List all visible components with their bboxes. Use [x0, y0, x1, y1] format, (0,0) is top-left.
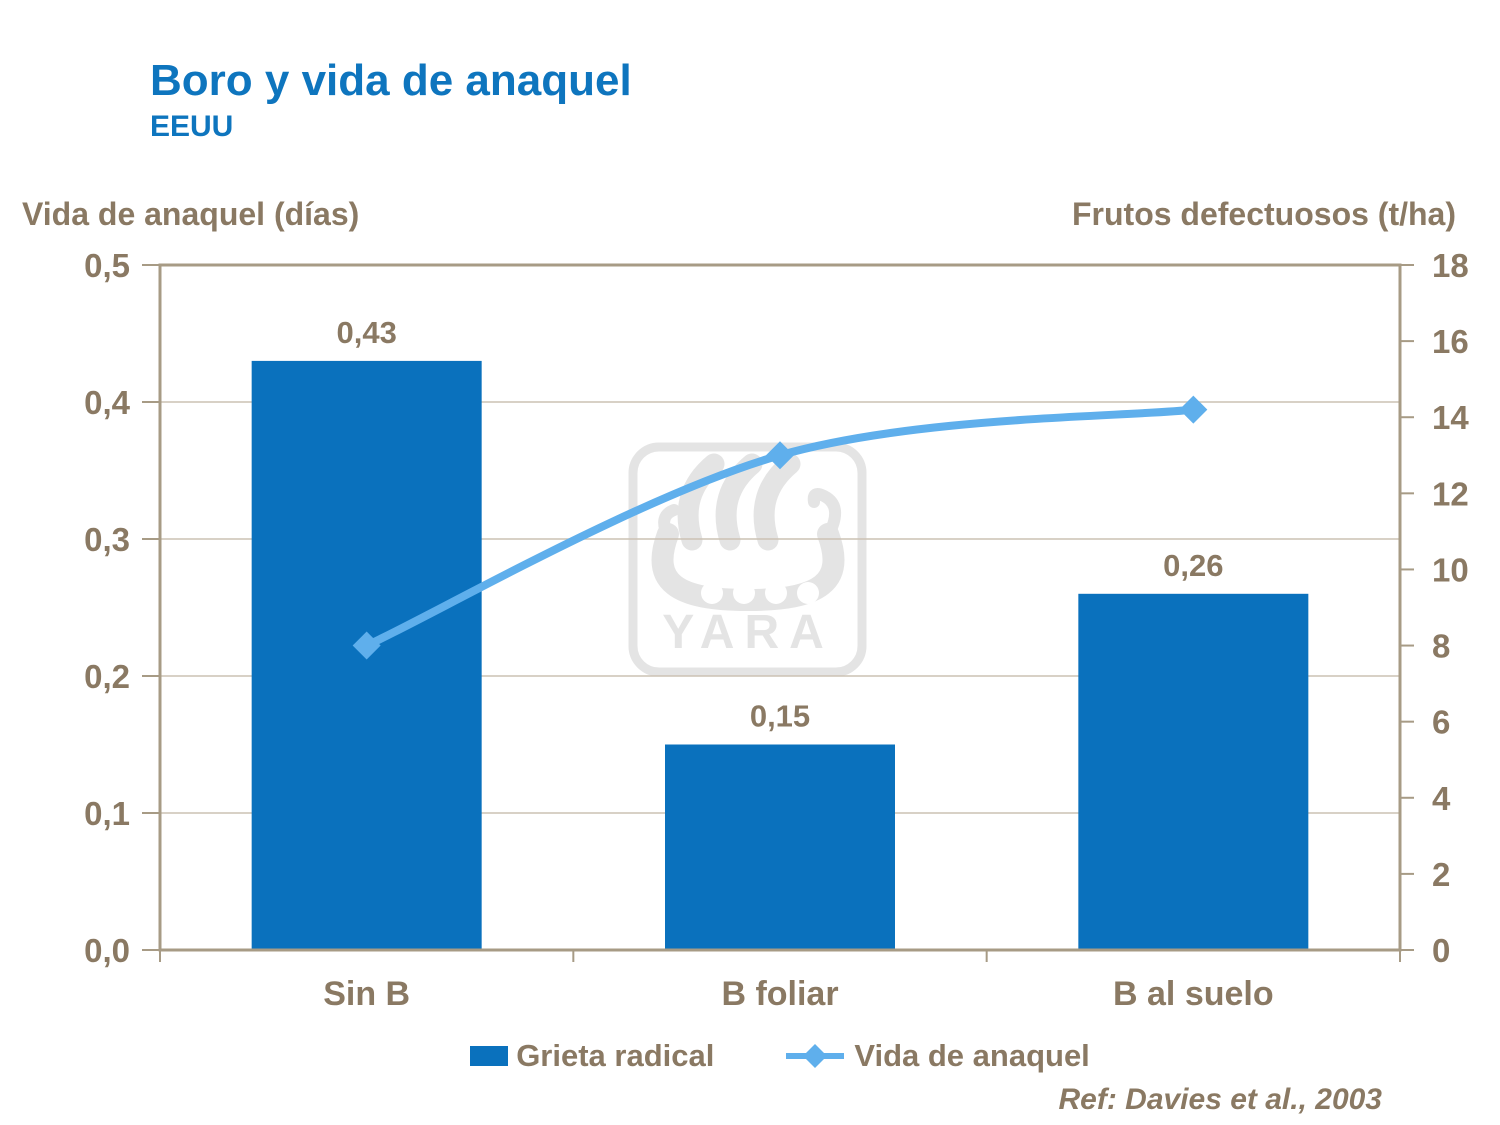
- chart-title: Boro y vida de anaquel: [150, 56, 632, 105]
- legend-item-line: Vida de anaquel: [784, 1038, 1090, 1074]
- y-right-tick-label: 6: [1432, 704, 1450, 741]
- y-left-tick-label: 0,1: [84, 795, 130, 832]
- y-right-tick-label: 0: [1432, 932, 1450, 969]
- y-left-tick-label: 0,3: [84, 521, 130, 558]
- x-category-label: Sin B: [323, 975, 410, 1013]
- y-right-tick-label: 16: [1432, 323, 1469, 360]
- legend-item-bars: Grieta radical: [470, 1038, 714, 1074]
- line-marker: [1179, 395, 1208, 424]
- bar: [665, 744, 895, 950]
- y-right-tick-label: 10: [1432, 551, 1469, 588]
- plot-border: [158, 263, 1402, 952]
- y-right-tick-label: 14: [1432, 399, 1469, 436]
- y-left-tick-label: 0,0: [84, 932, 130, 969]
- y-right-tick-label: 8: [1432, 628, 1450, 665]
- y-right-tick-label: 4: [1432, 780, 1451, 817]
- right-axis-title: Frutos defectuosos (t/ha): [1071, 196, 1456, 232]
- bar: [1078, 593, 1309, 950]
- left-axis-title: Vida de anaquel (días): [22, 196, 360, 232]
- y-right-tick-label: 18: [1432, 247, 1469, 284]
- x-category-label: B foliar: [721, 975, 838, 1013]
- legend-label-line: Vida de anaquel: [854, 1038, 1090, 1073]
- reference-text: Ref: Davies et al., 2003: [1058, 1083, 1382, 1116]
- bar-value-label: 0,15: [750, 699, 810, 734]
- viking-ship-icon: YARA: [628, 442, 867, 677]
- line-marker-icon: [786, 1044, 845, 1068]
- y-left-tick-label: 0,2: [84, 658, 130, 695]
- bar-value-label: 0,43: [336, 315, 396, 350]
- line-marker: [766, 441, 794, 470]
- legend-label-bars: Grieta radical: [516, 1038, 715, 1073]
- y-right-tick-label: 12: [1432, 475, 1469, 512]
- line-marker: [352, 631, 381, 660]
- watermark-text: YARA: [662, 606, 834, 659]
- y-left-tick-label: 0,4: [84, 384, 131, 421]
- y-right-tick-label: 2: [1432, 856, 1450, 893]
- x-category-label: B al suelo: [1113, 975, 1274, 1013]
- legend: Grieta radical Vida de anaquel: [160, 1038, 1400, 1074]
- bar-swatch-icon: [470, 1046, 509, 1066]
- chart-subtitle: EEUU: [150, 110, 234, 143]
- y-left-tick-label: 0,5: [84, 247, 130, 284]
- bar-value-label: 0,26: [1163, 548, 1223, 583]
